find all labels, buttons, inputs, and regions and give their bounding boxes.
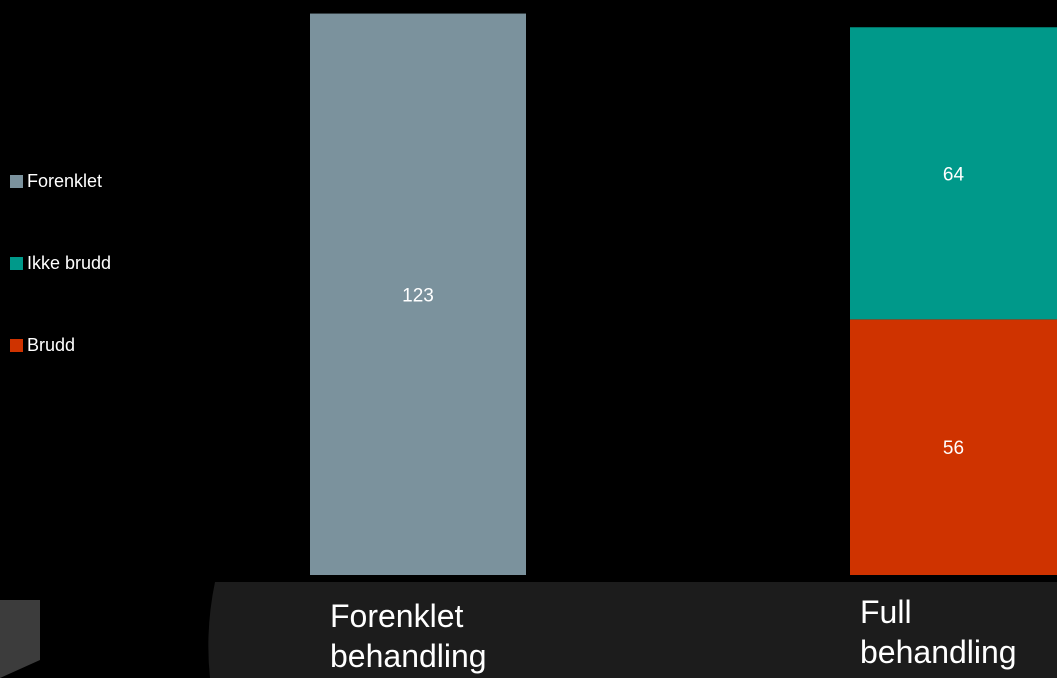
background-circle-edge xyxy=(0,600,40,678)
legend-item-forenklet: Forenklet xyxy=(10,170,111,192)
legend-swatch-brudd xyxy=(10,338,23,352)
background-arc-band xyxy=(0,582,1057,678)
chart-legend: Forenklet Ikke brudd Brudd xyxy=(10,170,111,416)
background-circle-mask xyxy=(0,582,215,678)
data-label-forenklet-0: 123 xyxy=(402,285,434,306)
legend-swatch-forenklet xyxy=(10,174,23,188)
legend-label-forenklet: Forenklet xyxy=(27,170,103,191)
legend-swatch-ikke-brudd xyxy=(10,256,23,270)
bar-ikke-brudd-1 xyxy=(850,27,1057,320)
data-label-ikke-brudd-1: 64 xyxy=(943,164,965,185)
data-label-brudd-1: 56 xyxy=(943,438,964,459)
legend-label-brudd: Brudd xyxy=(27,334,76,355)
legend-item-ikke-brudd: Ikke brudd xyxy=(10,252,111,274)
legend-label-ikke-brudd: Ikke brudd xyxy=(27,252,112,273)
category-label-full-behandling: Full behandling xyxy=(860,594,1017,670)
bar-forenklet-0 xyxy=(310,13,526,576)
bar-brudd-1 xyxy=(850,319,1057,575)
category-label-forenklet-behandling: Forenklet behandling xyxy=(330,598,487,674)
legend-item-brudd: Brudd xyxy=(10,334,111,356)
